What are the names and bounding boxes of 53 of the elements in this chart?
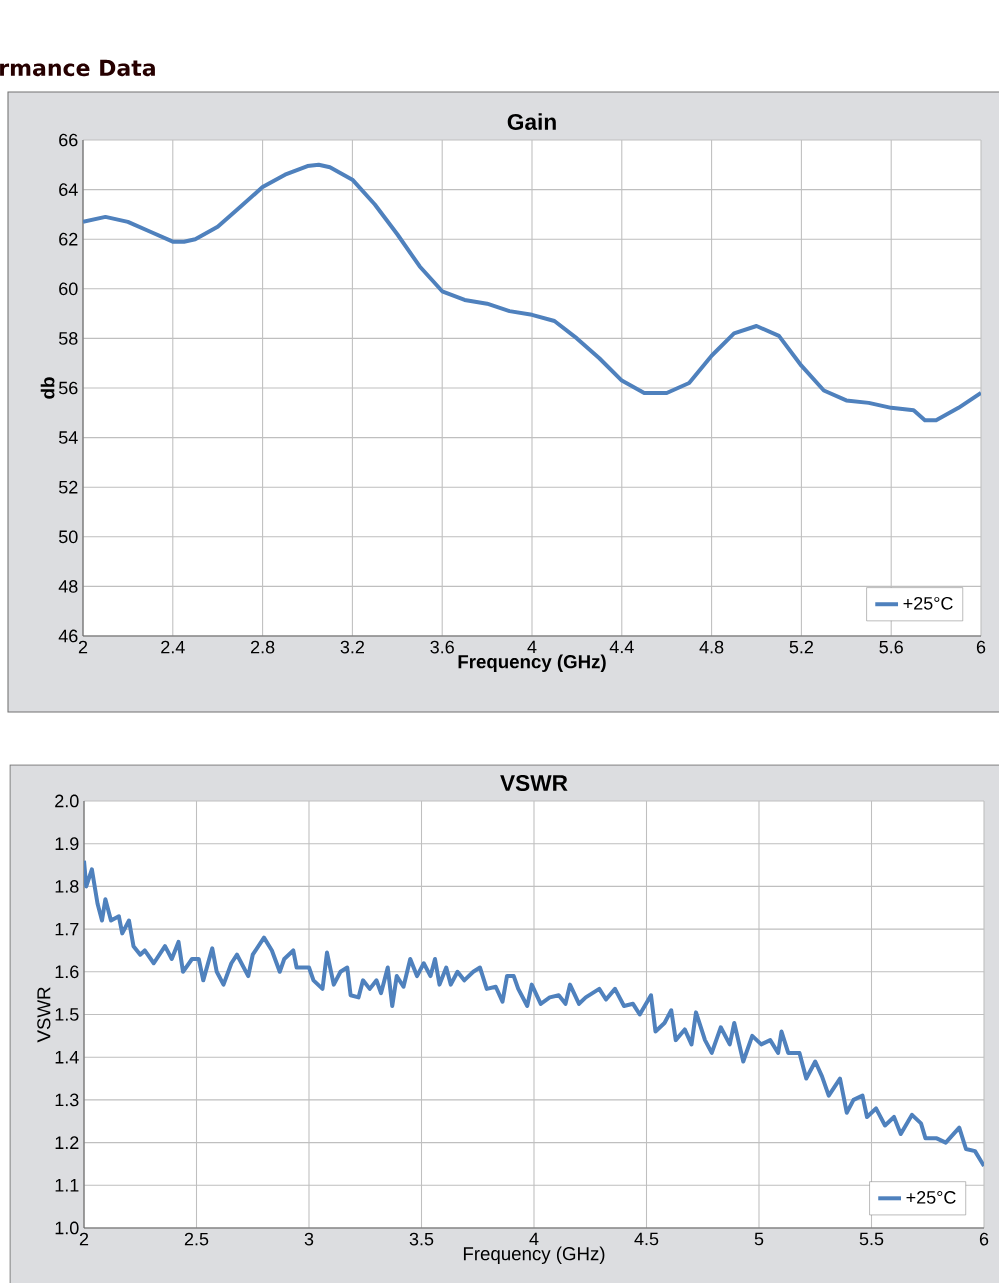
x-tick-label: 2.8 [250, 640, 275, 654]
x-tick-label: 4.8 [699, 640, 724, 654]
y-tick-label: 64 [59, 183, 78, 196]
y-tick-label: 56 [58, 381, 78, 395]
legend-label: +25°C [906, 1191, 956, 1204]
legend-label: +25°C [903, 596, 953, 610]
y-tick-label: 66 [59, 133, 78, 147]
x-tick-label: 6 [979, 1232, 989, 1246]
y-tick-label: 62 [59, 232, 78, 246]
chart-title: VSWR [500, 774, 568, 791]
y-tick-label: 1.1 [55, 1179, 79, 1192]
x-tick-label: 4 [527, 640, 537, 654]
x-tick-label: 4.5 [634, 1232, 659, 1246]
y-tick-label: 52 [58, 480, 78, 494]
y-tick-label: 1.7 [55, 922, 79, 936]
x-tick-label: 3.6 [430, 640, 454, 654]
y-tick-label: 1.8 [55, 880, 79, 893]
y-tick-label: 1.2 [55, 1136, 79, 1149]
y-tick-label: 1.9 [55, 837, 79, 851]
x-tick-label: 5 [754, 1232, 764, 1246]
x-tick-label: 2.4 [161, 640, 185, 654]
y-tick-label: 60 [59, 282, 78, 296]
chart-title: Gain [507, 113, 556, 130]
text: rmance Data [0, 59, 155, 77]
x-tick-label: 3.2 [340, 640, 365, 654]
y-tick-label: 2.0 [55, 794, 79, 808]
y-tick-label: 46 [58, 629, 78, 643]
y-tick-label: 48 [58, 580, 78, 593]
line-series [84, 858, 984, 1169]
x-axis-title: Frequency (GHz) [463, 1246, 605, 1264]
y-tick-label: 50 [58, 530, 78, 544]
y-tick-label: 1.5 [55, 1008, 79, 1021]
x-tick-label: 4 [529, 1232, 539, 1246]
y-axis-title: VSWR [37, 987, 51, 1043]
x-tick-label: 6 [976, 640, 986, 654]
x-tick-label: 5.2 [789, 640, 814, 654]
x-tick-label: 2 [79, 1232, 89, 1246]
y-tick-label: 58 [58, 332, 78, 345]
y-tick-label: 1.4 [55, 1051, 79, 1064]
x-tick-label: 3.5 [409, 1232, 434, 1246]
x-tick-label: 5.5 [859, 1232, 884, 1246]
y-tick-label: 1.0 [55, 1221, 79, 1235]
x-tick-label: 2.5 [184, 1232, 209, 1246]
y-tick-label: 54 [58, 431, 78, 444]
y-tick-label: 1.3 [55, 1093, 79, 1107]
x-tick-label: 4.4 [609, 640, 634, 654]
line-series [83, 162, 981, 423]
y-tick-label: 1.6 [55, 965, 79, 979]
y-axis-title: db [40, 377, 55, 399]
x-tick-label: 5.6 [879, 640, 903, 654]
x-tick-label: 2 [78, 640, 88, 654]
x-axis-title: Frequency (GHz) [458, 654, 606, 672]
x-tick-label: 3 [304, 1232, 314, 1246]
